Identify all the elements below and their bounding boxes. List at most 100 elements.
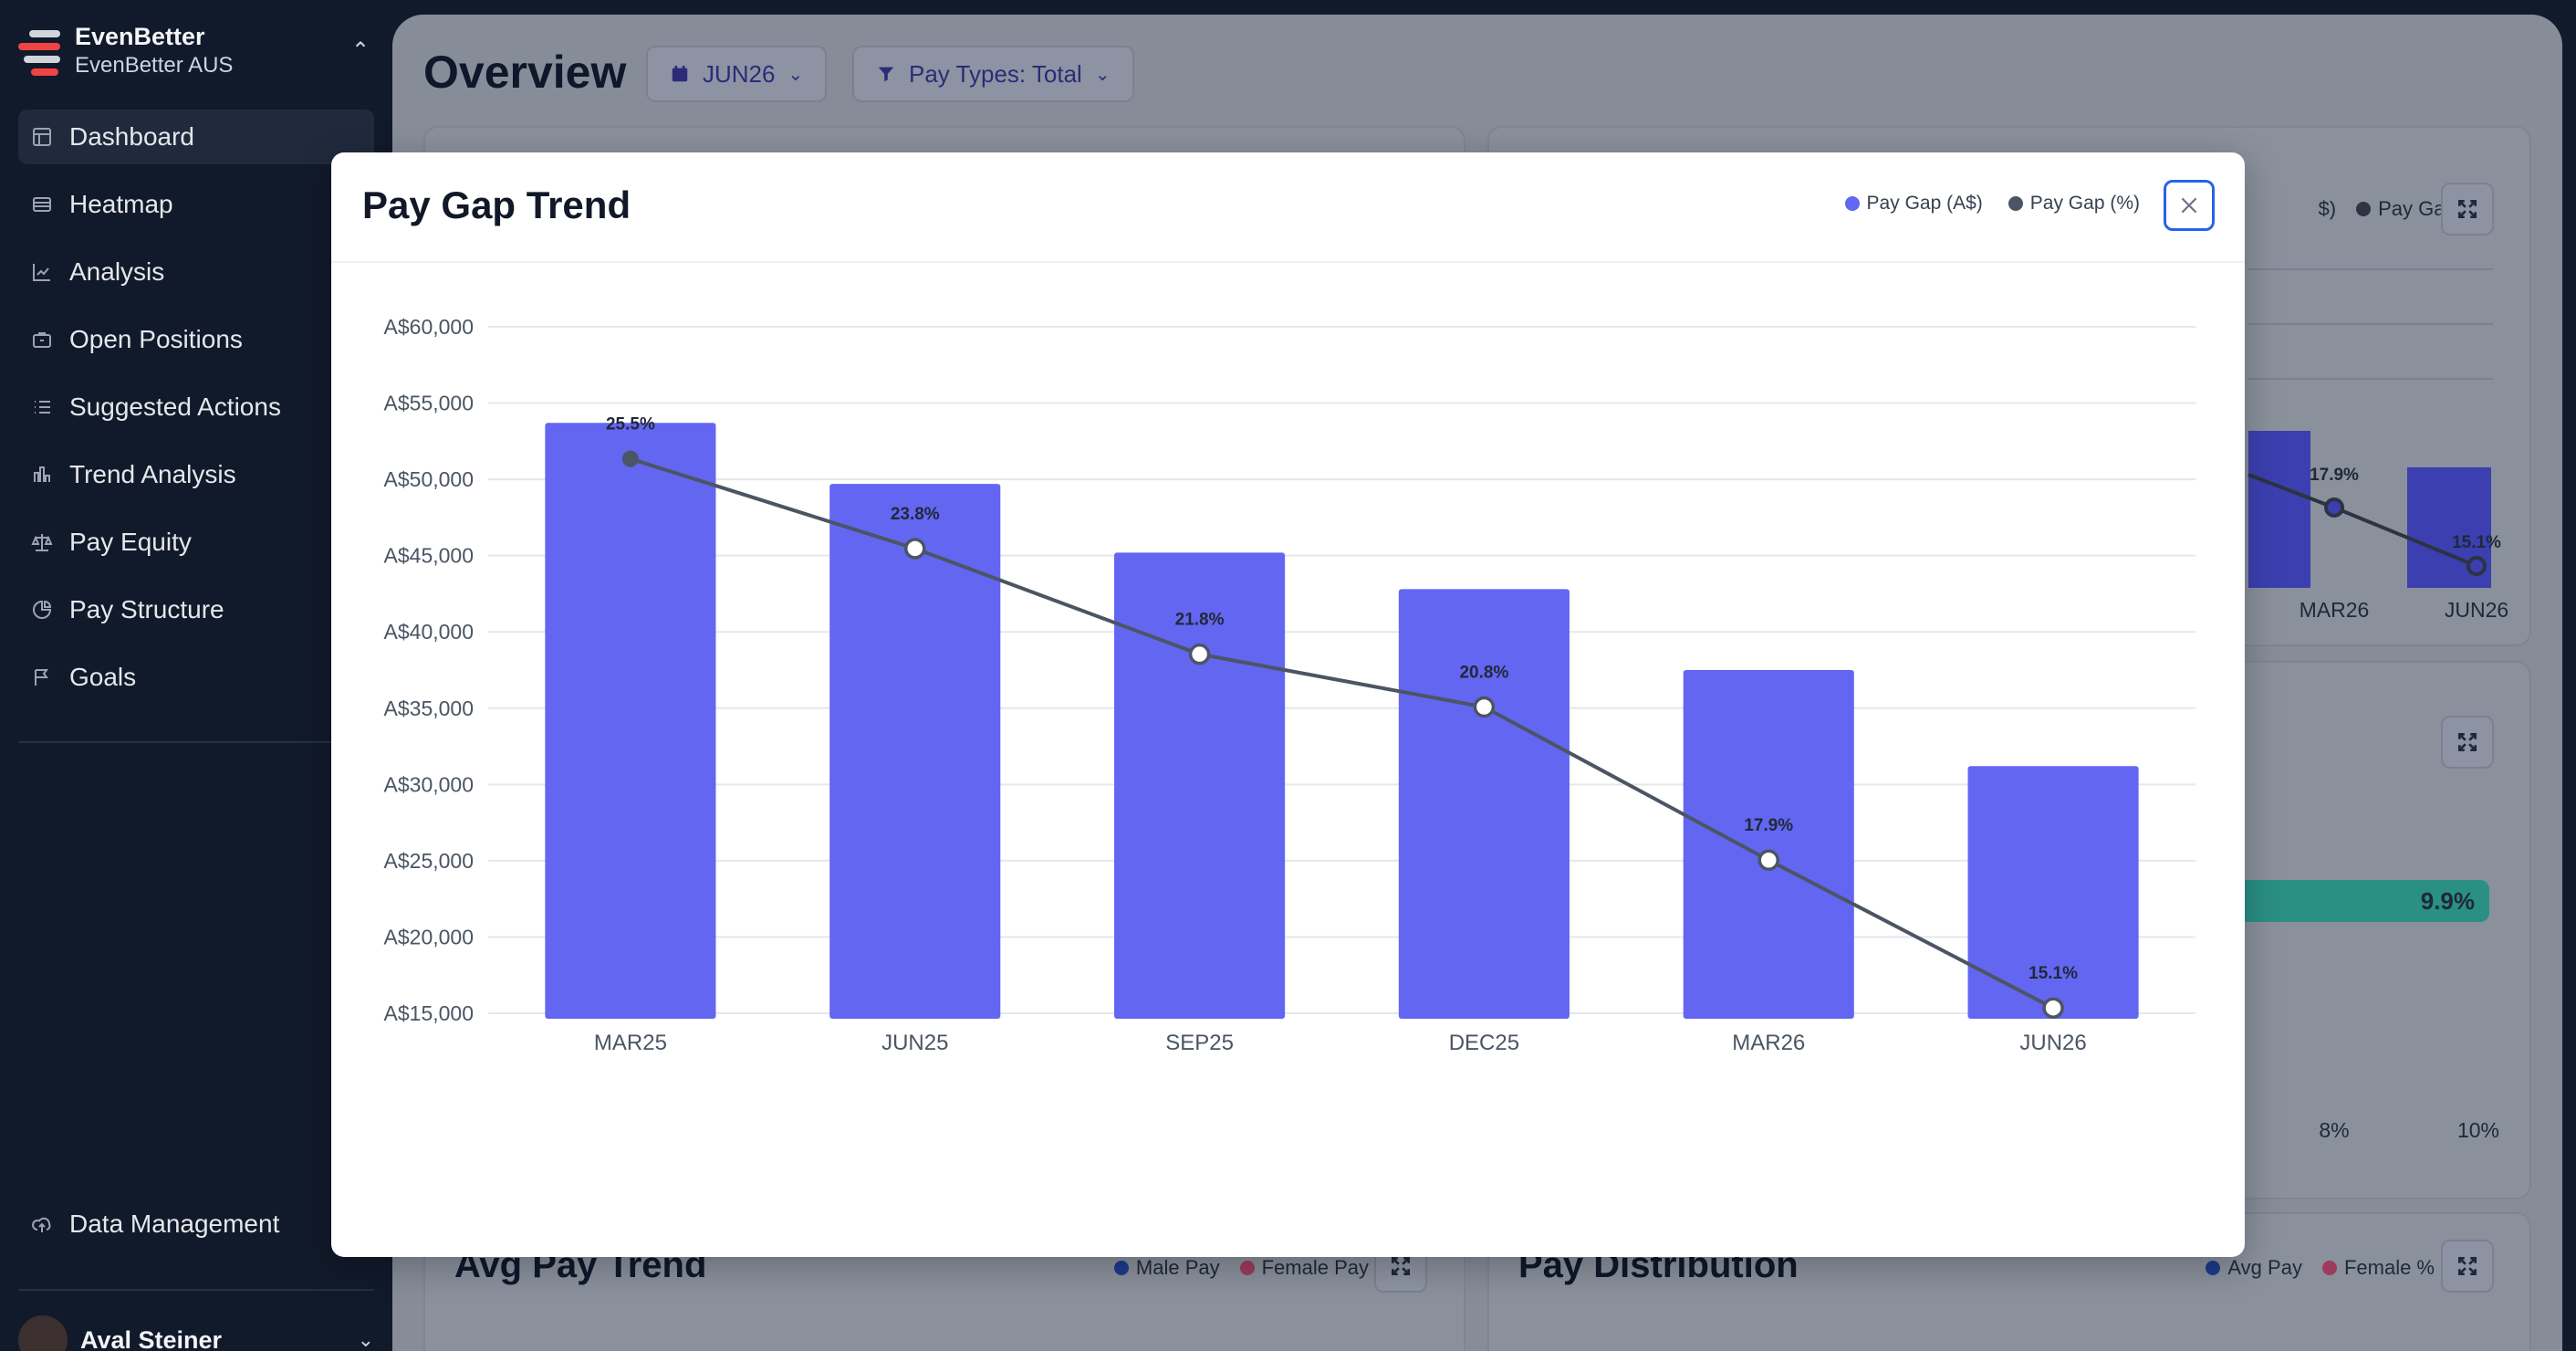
mini-tick-label: 10%: [2457, 1118, 2499, 1142]
y-tick-label: A$55,000: [384, 392, 474, 415]
mini-tick-label: 8%: [2319, 1118, 2349, 1142]
sidebar-item-analysis[interactable]: Analysis: [18, 245, 374, 299]
data-label: 21.8%: [1175, 611, 1225, 630]
sidebar-bottom-nav: Data Management: [18, 1197, 374, 1264]
pay-gap-trend-modal: Pay Gap Trend Pay Gap (A$) Pay Gap (%) A…: [331, 152, 2245, 1257]
sidebar-nav: Dashboard Heatmap Analysis Open Position…: [18, 110, 374, 717]
cloud-upload-icon: [32, 1217, 51, 1232]
legend-label: Pay Gap (%): [2029, 193, 2140, 214]
mini-data-label: 15.1%: [2452, 533, 2501, 552]
line-point: [1757, 849, 1779, 871]
mini-hbar-value: 9.9%: [2421, 887, 2475, 915]
y-tick-label: A$35,000: [384, 696, 474, 720]
sidebar-item-open-positions[interactable]: Open Positions: [18, 312, 374, 367]
sidebar-item-label: Dashboard: [69, 122, 194, 151]
line-point: [2042, 997, 2064, 1019]
line-point: [904, 538, 926, 560]
y-tick-label: A$40,000: [384, 620, 474, 644]
chart-bar: [545, 423, 716, 1019]
org-name: EvenBetter AUS: [75, 53, 234, 78]
period-filter-button[interactable]: JUN26 ⌄: [646, 46, 828, 102]
period-filter-label: JUN26: [703, 59, 776, 88]
legend-dot: [1113, 1261, 1129, 1275]
app-name: EvenBetter: [75, 23, 205, 50]
card-legend: Male Pay Female Pay: [1094, 1256, 1369, 1280]
legend-label: Female Pay: [1261, 1256, 1369, 1279]
modal-title: Pay Gap Trend: [362, 183, 631, 226]
close-button[interactable]: [2164, 180, 2215, 231]
y-tick-label: A$20,000: [384, 925, 474, 948]
chart-bar: [1683, 670, 1854, 1019]
page-title: Overview: [423, 47, 627, 98]
sidebar-item-label: Pay Structure: [69, 595, 224, 623]
data-label: 23.8%: [891, 505, 940, 524]
chevron-down-icon: ⌄: [787, 64, 804, 85]
legend-dot: [2356, 202, 2372, 216]
line-point: [1188, 643, 1211, 665]
org-switcher[interactable]: EvenBetter EvenBetter AUS ⌃: [18, 18, 374, 82]
sidebar-item-data-management[interactable]: Data Management: [18, 1197, 374, 1252]
line-chart-icon: [33, 264, 50, 281]
expand-button[interactable]: [2441, 716, 2494, 769]
expand-button[interactable]: [2441, 1240, 2494, 1293]
dashboard-icon: [33, 128, 51, 146]
chart-bar: [1967, 766, 2139, 1019]
x-tick-label: MAR26: [1732, 1031, 1805, 1055]
sidebar-item-label: Pay Equity: [69, 528, 192, 556]
mini-bar-chart: 17.9% 15.1% MAR26 JUN26: [2247, 268, 2508, 622]
sidebar-item-heatmap[interactable]: Heatmap: [18, 177, 374, 232]
expand-icon: [2457, 1256, 2477, 1276]
pay-gap-pct-line: [630, 456, 2055, 1010]
expand-icon: [2457, 732, 2477, 752]
y-tick-label: A$30,000: [384, 772, 474, 796]
line-point: [621, 450, 639, 467]
sidebar-item-goals[interactable]: Goals: [18, 650, 374, 705]
sidebar-item-pay-structure[interactable]: Pay Structure: [18, 582, 374, 637]
bar-chart-icon: [34, 466, 50, 482]
sidebar-item-label: Goals: [69, 663, 137, 691]
data-label: 15.1%: [2028, 964, 2078, 983]
legend-dot: [2206, 1261, 2221, 1275]
pay-types-filter-button[interactable]: Pay Types: Total ⌄: [852, 46, 1134, 102]
chevron-down-icon: ⌄: [357, 1328, 374, 1351]
x-tick-label: DEC25: [1449, 1031, 1519, 1055]
chevron-updown-icon[interactable]: ⌃: [350, 37, 370, 63]
sidebar-item-label: Open Positions: [69, 325, 243, 353]
sidebar-item-dashboard[interactable]: Dashboard: [18, 110, 374, 164]
avatar: [18, 1315, 68, 1351]
sidebar-item-label: Analysis: [69, 257, 165, 286]
x-tick-label: JUN25: [881, 1031, 948, 1055]
user-menu[interactable]: Aval Steiner ⌄: [18, 1315, 374, 1351]
legend-label: Avg Pay: [2227, 1256, 2302, 1279]
modal-header: Pay Gap Trend Pay Gap (A$) Pay Gap (%): [331, 152, 2245, 263]
mini-hbar: [2237, 880, 2489, 922]
sidebar-item-label: Heatmap: [69, 190, 173, 218]
data-label: 17.9%: [1744, 816, 1793, 835]
y-tick-label: A$50,000: [384, 467, 474, 491]
expand-button[interactable]: [2441, 183, 2494, 236]
list-icon: [35, 401, 50, 414]
mini-data-label: 17.9%: [2310, 466, 2359, 485]
card-legend: Avg Pay Female %: [2185, 1256, 2435, 1280]
mini-tick-label: MAR26: [2300, 598, 2370, 622]
filter-icon: [878, 67, 894, 82]
data-label: 20.8%: [1459, 663, 1508, 682]
y-tick-label: A$45,000: [384, 544, 474, 568]
pie-chart-icon: [33, 600, 52, 619]
sidebar: EvenBetter EvenBetter AUS ⌃ Dashboard He…: [0, 0, 392, 1351]
mini-bar: [2248, 431, 2310, 588]
user-name: Aval Steiner: [80, 1325, 223, 1351]
flag-icon: [35, 669, 48, 686]
data-label: 25.5%: [606, 415, 655, 435]
legend-label: Male Pay: [1135, 1256, 1220, 1279]
sidebar-item-pay-equity[interactable]: Pay Equity: [18, 515, 374, 570]
sidebar-item-suggested-actions[interactable]: Suggested Actions: [18, 380, 374, 435]
mini-point: [2324, 497, 2344, 518]
sidebar-item-trend-analysis[interactable]: Trend Analysis: [18, 447, 374, 502]
legend-label: Pay Gap (A$): [1866, 193, 1983, 214]
line-point: [1473, 696, 1496, 718]
chevron-down-icon: ⌄: [1094, 64, 1111, 85]
legend-dot: [1844, 196, 1860, 211]
x-tick-label: SEP25: [1165, 1031, 1234, 1055]
expand-icon: [2457, 199, 2477, 219]
